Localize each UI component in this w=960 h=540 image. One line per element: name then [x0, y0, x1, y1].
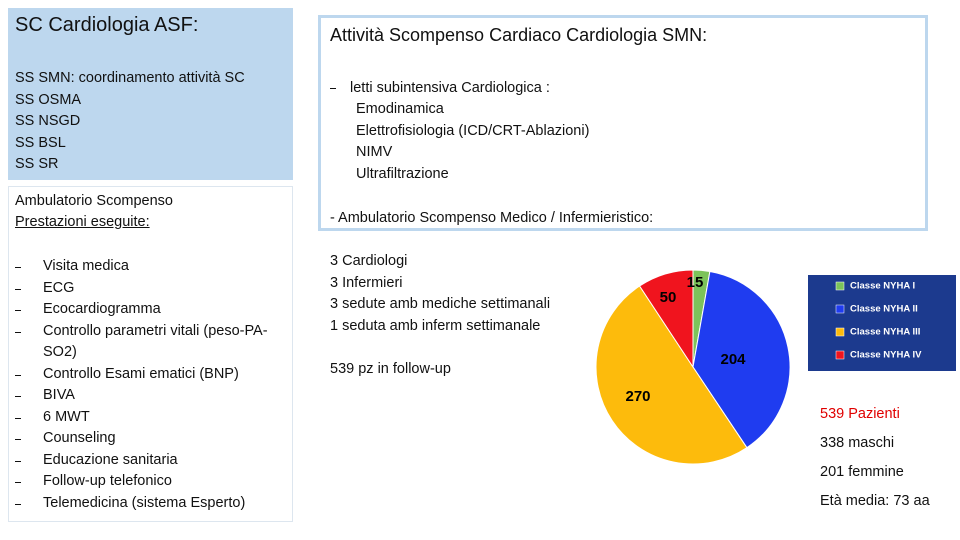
line: Emodinamica	[356, 101, 444, 117]
dash	[15, 374, 21, 376]
dash	[15, 503, 21, 505]
pie-slice	[692, 270, 791, 449]
bullet	[15, 471, 43, 493]
list-item: Follow-up telefonico	[15, 471, 285, 493]
legend-swatch	[835, 304, 845, 314]
legend-swatch	[835, 327, 845, 337]
item-text: Educazione sanitaria	[43, 451, 178, 468]
list-item: Visita medica	[15, 256, 285, 278]
item-text: Controllo Esami ematici (BNP)	[43, 365, 239, 382]
list-item: Controllo Esami ematici (BNP)	[15, 364, 285, 386]
line: SS NSGD	[15, 113, 81, 129]
legend-label: Classe NYHA I	[850, 281, 915, 292]
dash	[330, 87, 336, 89]
line: 3 Cardiologi	[330, 253, 408, 269]
left-title: SC Cardiologia ASF:	[15, 14, 199, 36]
dash	[15, 417, 21, 419]
data-label: 50	[660, 289, 677, 306]
item-text: BIVA	[43, 387, 75, 403]
pie-slice	[638, 269, 694, 369]
line: 3 sedute amb mediche settimanali	[330, 296, 551, 312]
data-label: 15	[687, 274, 704, 291]
list-item: ECG	[15, 278, 285, 300]
legend-label: Classe NYHA III	[850, 327, 920, 338]
bullet	[15, 407, 43, 429]
line: SS BSL	[15, 134, 66, 151]
list-item: BIVA	[15, 385, 285, 407]
right-title: Attività Scompenso Cardiaco Cardiologia …	[330, 25, 708, 45]
dash	[15, 482, 21, 483]
dash	[15, 460, 21, 462]
item-text: Telemedicina (sistema Esperto)	[43, 494, 246, 511]
line: SS SMN: coordinamento attività SC	[15, 70, 245, 86]
list-item: Ecocardiogramma	[15, 299, 285, 321]
dash	[15, 288, 21, 290]
item-text: 6 MWT	[43, 408, 90, 425]
left-top-box	[8, 8, 293, 180]
item-text: Visita medica	[43, 258, 129, 274]
bullet	[15, 385, 43, 407]
bullet	[15, 428, 43, 450]
line: 3 Infermieri	[330, 274, 403, 291]
right-box	[318, 15, 928, 231]
bullet	[15, 493, 43, 515]
service-list: Visita medica ECG Ecocardiogramma Controllo…	[15, 256, 285, 514]
dash	[15, 310, 21, 311]
item-text: ECG	[43, 279, 75, 296]
dash	[15, 439, 21, 440]
stat: 201 femmine	[820, 464, 904, 480]
data-label: 204	[720, 351, 746, 368]
bullet	[15, 321, 43, 364]
bullet	[15, 450, 43, 472]
item-text: Controllo parametri vitali (peso-PA- SO2…	[43, 322, 268, 361]
bullet	[15, 256, 43, 278]
beds-list: Emodinamica Elettrofisiologia (ICD/CRT-Ab…	[356, 99, 589, 185]
line: SS OSMA	[15, 91, 82, 108]
amb-title: Ambulatorio Scompenso	[15, 193, 173, 209]
followup: 539 pz in follow-up	[330, 361, 451, 377]
list-item: Counseling	[15, 428, 285, 450]
staff-list: 3 Cardiologi 3 Infermieri 3 sedute amb med…	[330, 251, 550, 337]
stat: Età media: 73 aa	[820, 493, 930, 509]
item-text: Follow-up telefonico	[43, 473, 172, 489]
stat: 338 maschi	[820, 435, 895, 451]
dash	[15, 267, 21, 268]
line: Elettrofisiologia (ICD/CRT-Ablazioni)	[356, 122, 590, 139]
amb-heading: - Ambulatorio Scompenso Medico / Infermi…	[330, 210, 654, 226]
legend-swatch	[835, 281, 845, 291]
bullet	[15, 299, 43, 321]
pie-slice	[595, 285, 748, 465]
bullet	[15, 364, 43, 386]
item-text: Counseling	[43, 430, 116, 446]
line: Ultrafiltrazione	[356, 165, 449, 182]
legend-label: Classe NYHA II	[850, 304, 918, 315]
legend-swatch	[835, 350, 845, 360]
list-item: Telemedicina (sistema Esperto)	[15, 493, 285, 515]
line: 1 seduta amb inferm settimanale	[330, 317, 541, 334]
data-label: 270	[625, 388, 650, 405]
item-text: Ecocardiogramma	[43, 301, 161, 317]
left-lines: SS SMN: coordinamento attività SC SS OSMA…	[15, 68, 245, 176]
stats: 539 Pazienti 338 maschi 201 femmine Età med…	[820, 400, 930, 516]
line: NIMV	[356, 144, 393, 160]
beds-heading: letti subintensiva Cardiologica :	[350, 80, 550, 96]
beds-heading-row: letti subintensiva Cardiologica :	[330, 78, 550, 100]
list-item: 6 MWT	[15, 407, 285, 429]
stat: 539 Pazienti	[820, 406, 900, 422]
dash	[15, 396, 21, 397]
legend-box	[808, 275, 956, 371]
legend-label: Classe NYHA IV	[850, 350, 922, 361]
list-item: Controllo parametri vitali (peso-PA- SO2…	[15, 321, 285, 364]
amb-subtitle: Prestazioni eseguite:	[15, 214, 150, 230]
bullet	[15, 278, 43, 300]
dash	[15, 331, 21, 333]
left-bottom-box	[8, 186, 293, 522]
list-item: Educazione sanitaria	[15, 450, 285, 472]
line: SS SR	[15, 156, 59, 172]
